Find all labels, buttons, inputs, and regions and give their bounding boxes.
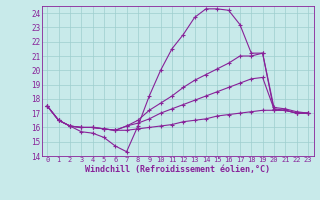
X-axis label: Windchill (Refroidissement éolien,°C): Windchill (Refroidissement éolien,°C) (85, 165, 270, 174)
